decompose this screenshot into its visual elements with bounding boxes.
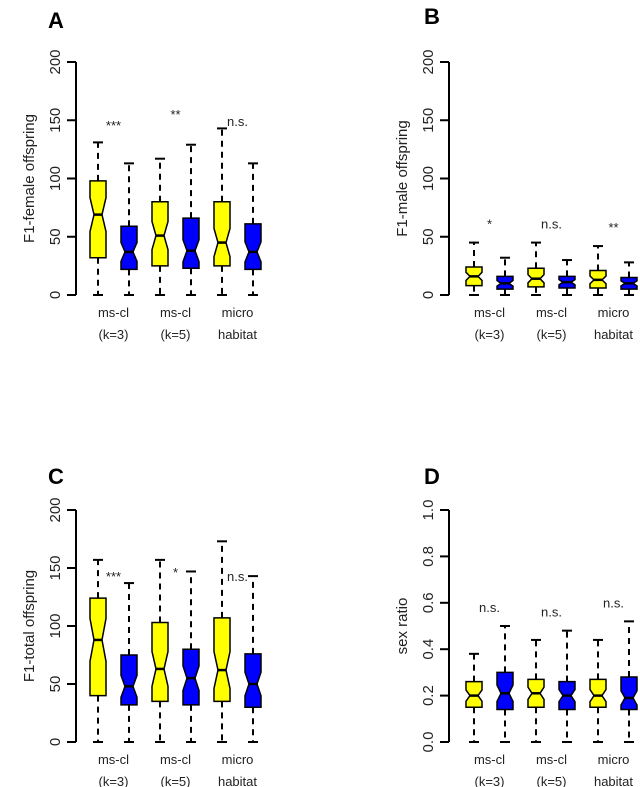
significance-label: *** (106, 118, 121, 133)
box-blue (182, 217, 200, 269)
panel-letter: B (424, 4, 440, 29)
panel-letter: C (48, 464, 64, 489)
y-tick-label: 100 (420, 166, 437, 191)
box-blue (244, 653, 262, 708)
group-label-line1: micro (222, 305, 254, 320)
group-label-line2: (k=3) (99, 774, 129, 787)
y-tick-label: 200 (47, 497, 64, 522)
significance-label: * (487, 217, 492, 232)
box-blue (620, 676, 638, 711)
y-tick-label: 150 (420, 108, 437, 133)
group-label-line1: micro (598, 305, 630, 320)
y-tick-label: 0 (47, 738, 64, 746)
box-yellow (89, 180, 107, 259)
box-yellow (89, 597, 107, 697)
y-tick-label: 0.0 (420, 732, 437, 753)
significance-label: n.s. (227, 569, 248, 584)
group-label-line2: (k=5) (537, 774, 567, 787)
group-label-line2: (k=3) (475, 327, 505, 342)
panel-letter: D (424, 464, 440, 489)
group-label-line2: (k=5) (161, 774, 191, 787)
group-label-line1: ms-cl (160, 305, 191, 320)
y-tick-label: 0.2 (420, 685, 437, 706)
y-tick-label: 50 (47, 228, 64, 245)
group-label-line1: ms-cl (536, 305, 567, 320)
y-axis-label: F1-male offspring (394, 120, 411, 236)
y-axis-label: sex ratio (394, 598, 411, 655)
significance-label: n.s. (541, 605, 562, 620)
y-axis-label: F1-female offspring (21, 114, 38, 243)
y-tick-label: 50 (420, 228, 437, 245)
group-label-line1: ms-cl (160, 752, 191, 767)
group-label-line1: ms-cl (536, 752, 567, 767)
y-tick-label: 0 (47, 291, 64, 299)
y-tick-label: 200 (47, 49, 64, 74)
y-tick-label: 150 (47, 108, 64, 133)
significance-label: n.s. (479, 600, 500, 615)
group-label-line2: habitat (594, 327, 633, 342)
group-label-line1: ms-cl (474, 752, 505, 767)
group-label-line2: (k=3) (475, 774, 505, 787)
group-label-line2: (k=3) (99, 327, 129, 342)
y-tick-label: 200 (420, 49, 437, 74)
significance-label: ** (608, 220, 618, 235)
y-tick-label: 0.8 (420, 546, 437, 567)
box-yellow (589, 678, 607, 708)
box-blue (120, 654, 138, 706)
significance-label: *** (106, 569, 121, 584)
box-yellow (213, 617, 231, 703)
group-label-line1: ms-cl (98, 752, 129, 767)
y-tick-label: 50 (47, 676, 64, 693)
y-tick-label: 150 (47, 555, 64, 580)
significance-label: ** (170, 107, 180, 122)
box-blue (120, 225, 138, 271)
box-yellow (151, 201, 169, 267)
significance-label: * (173, 565, 178, 580)
y-tick-label: 0 (420, 291, 437, 299)
group-label-line2: (k=5) (161, 327, 191, 342)
box-yellow (213, 201, 231, 267)
y-axis-label: F1-total offspring (21, 570, 38, 682)
y-tick-label: 0.4 (420, 639, 437, 660)
box-blue (496, 671, 514, 711)
group-label-line2: habitat (218, 327, 257, 342)
y-tick-label: 100 (47, 613, 64, 638)
box-blue (244, 223, 262, 271)
group-label-line1: micro (598, 752, 630, 767)
y-tick-label: 1.0 (420, 500, 437, 521)
group-label-line2: habitat (594, 774, 633, 787)
group-label-line1: ms-cl (474, 305, 505, 320)
box-yellow (151, 621, 169, 703)
significance-label: n.s. (603, 595, 624, 610)
group-label-line2: (k=5) (537, 327, 567, 342)
y-tick-label: 100 (47, 166, 64, 191)
group-label-line1: micro (222, 752, 254, 767)
group-label-line1: ms-cl (98, 305, 129, 320)
panel-letter: A (48, 8, 64, 33)
significance-label: n.s. (227, 114, 248, 129)
y-tick-label: 0.6 (420, 592, 437, 613)
significance-label: n.s. (541, 217, 562, 232)
group-label-line2: habitat (218, 774, 257, 787)
